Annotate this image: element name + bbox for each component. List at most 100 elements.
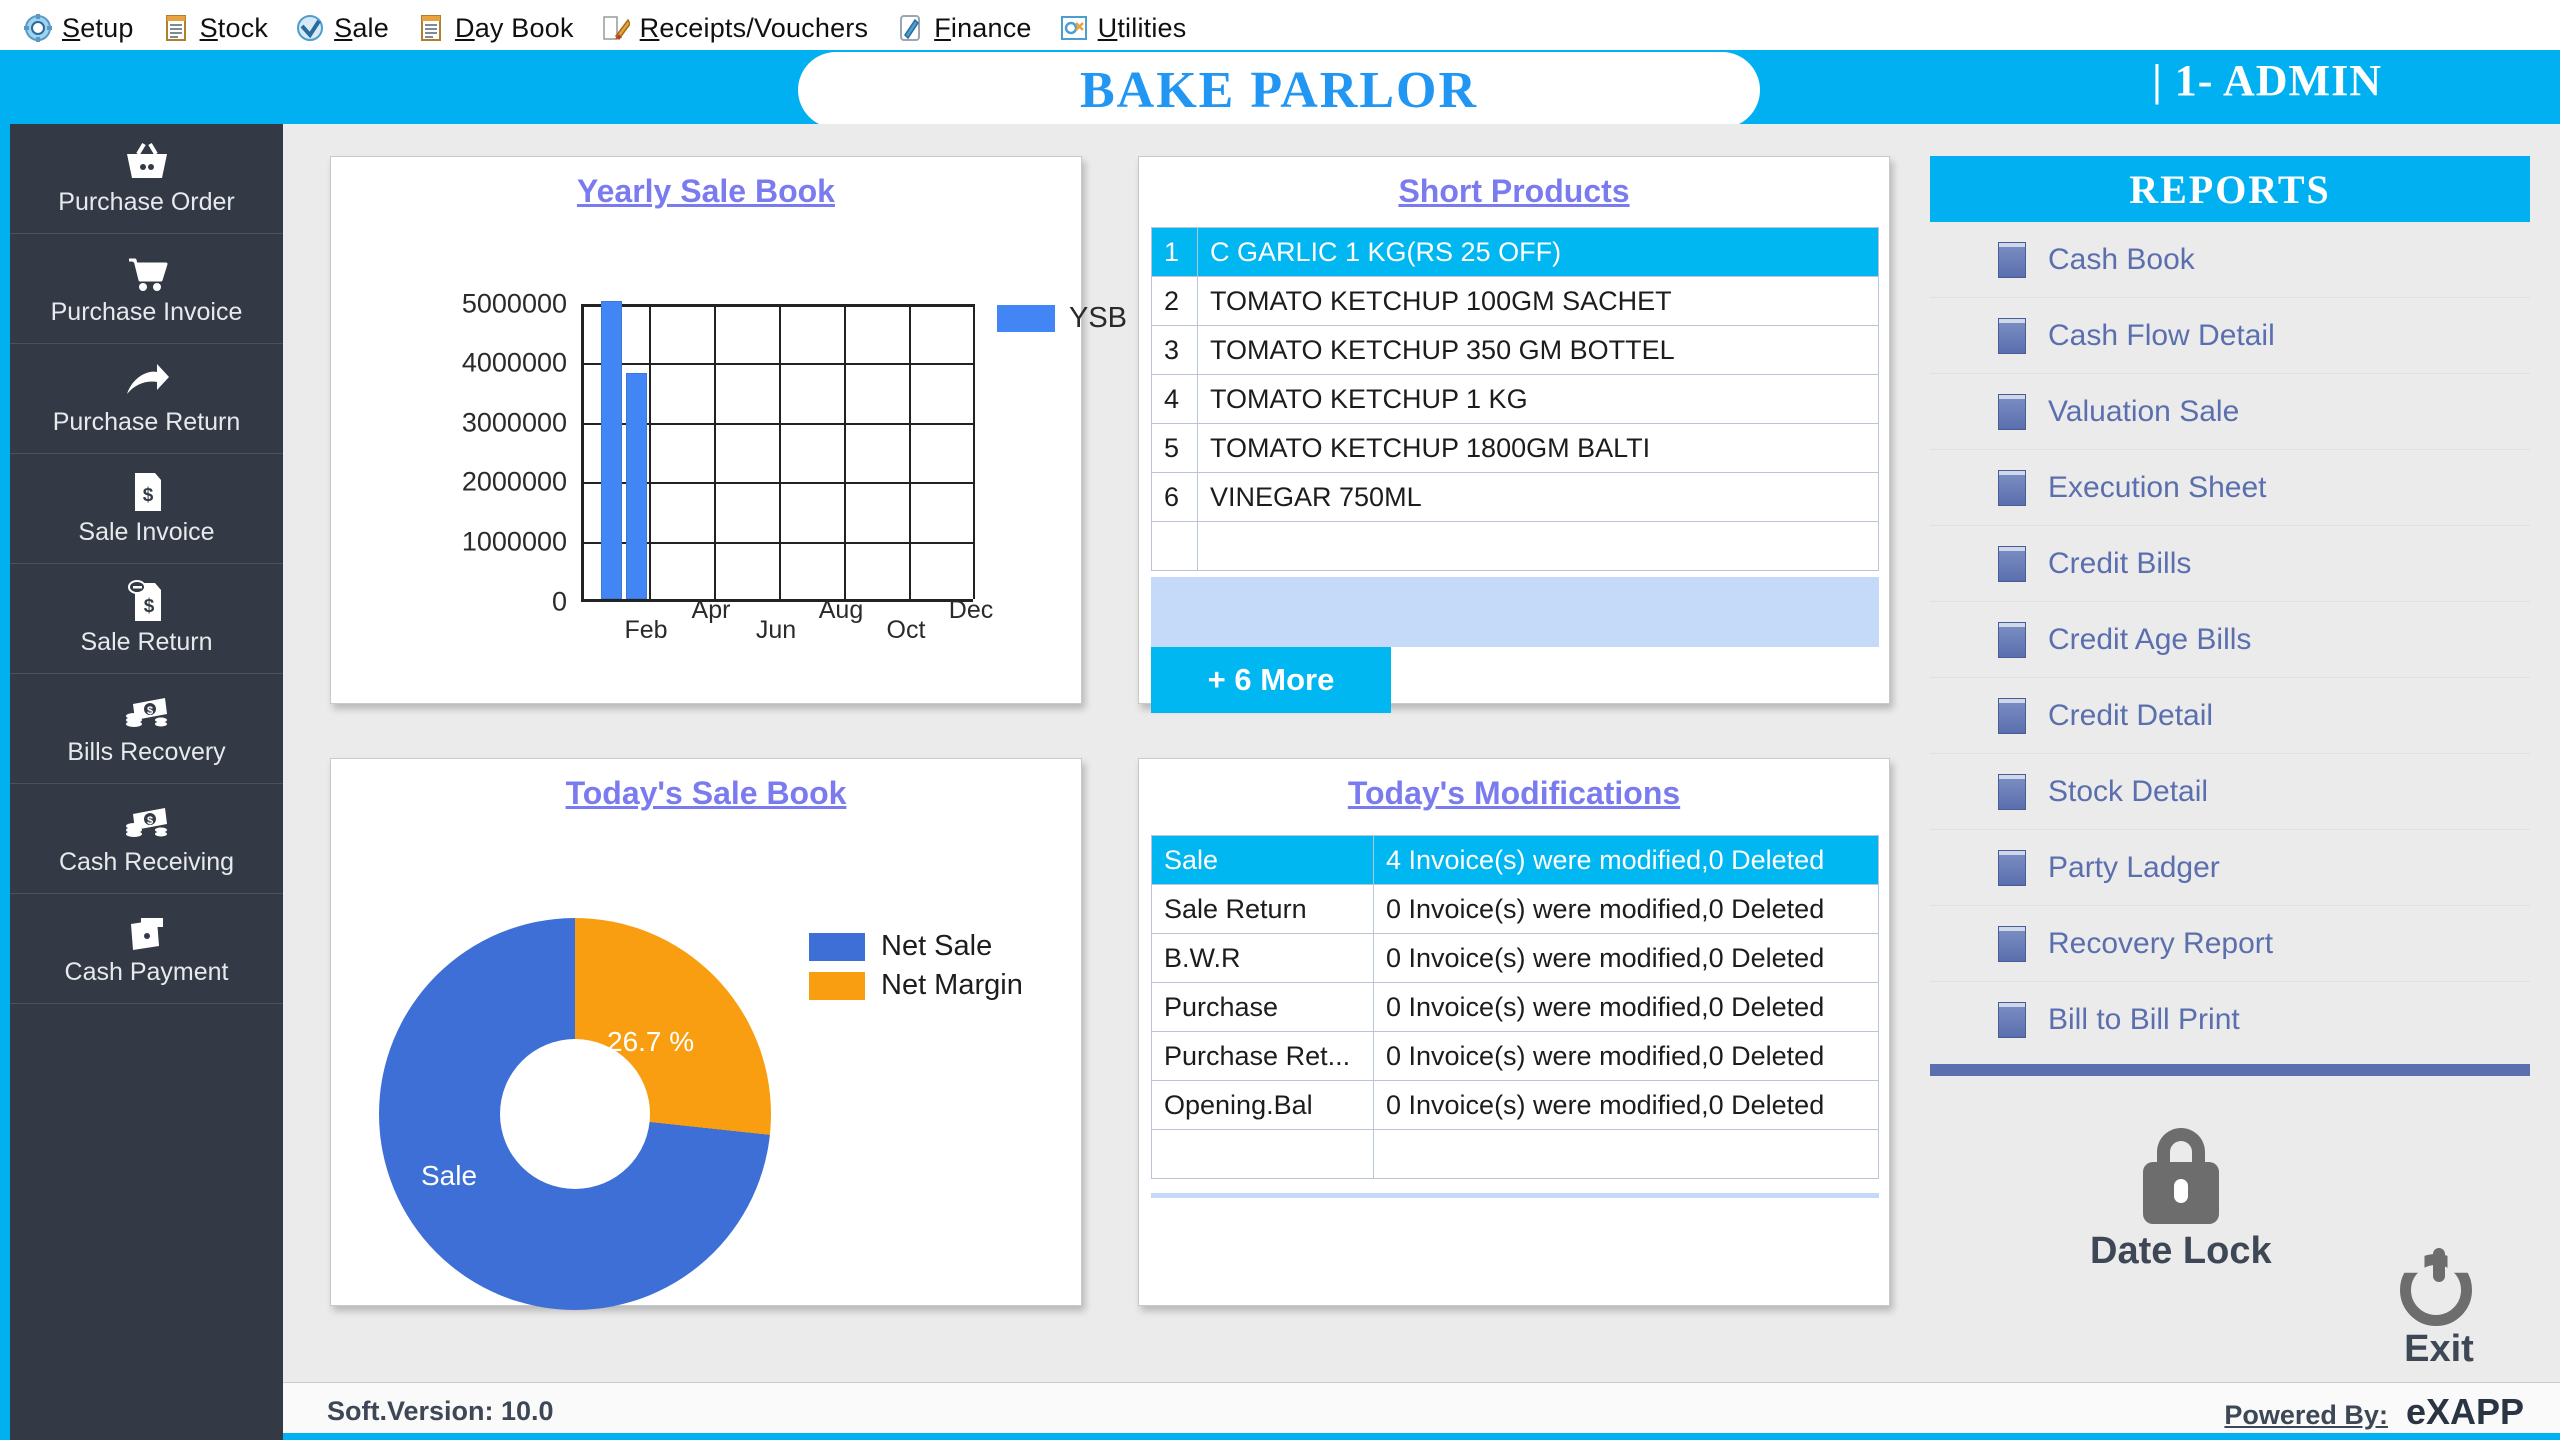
short-products-table: 1 C GARLIC 1 KG(RS 25 OFF) 2 TOMATO KETC… xyxy=(1151,227,1879,571)
menu-item-sale[interactable]: Sale xyxy=(290,6,411,50)
report-item-credit-age-bills[interactable]: Credit Age Bills xyxy=(1930,602,2530,678)
money-bills-icon: $ xyxy=(123,800,171,844)
legend-swatch-ysb xyxy=(997,305,1055,332)
table-row[interactable] xyxy=(1151,1129,1879,1179)
basket-icon xyxy=(123,140,171,184)
sidebar-item-purchase-invoice[interactable]: Purchase Invoice xyxy=(10,234,283,344)
date-lock-button[interactable]: Date Lock xyxy=(2090,1128,2272,1273)
sidebar-item-purchase-return[interactable]: Purchase Return xyxy=(10,344,283,454)
grid-line-v xyxy=(649,304,651,599)
exit-button[interactable]: Exit xyxy=(2400,1248,2478,1371)
sidebar-item-label: Purchase Invoice xyxy=(50,298,243,326)
sidebar-item-sale-return[interactable]: $ Sale Return xyxy=(10,564,283,674)
table-empty-fill xyxy=(1151,577,1879,647)
menu-item-label: Utilities xyxy=(1097,12,1187,43)
row-product-name: TOMATO KETCHUP 350 GM BOTTEL xyxy=(1197,325,1879,375)
daybook-list-icon xyxy=(417,14,445,42)
sidebar-item-sale-invoice[interactable]: $ Sale Invoice xyxy=(10,454,283,564)
report-item-credit-bills[interactable]: Credit Bills xyxy=(1930,526,2530,602)
show-more-button[interactable]: + 6 More xyxy=(1151,647,1391,713)
report-icon xyxy=(1998,697,2026,734)
table-row[interactable]: Opening.Bal 0 Invoice(s) were modified,0… xyxy=(1151,1080,1879,1130)
row-type: Sale xyxy=(1151,835,1374,885)
report-item-recovery-report[interactable]: Recovery Report xyxy=(1930,906,2530,982)
modifications-table: Sale 4 Invoice(s) were modified,0 Delete… xyxy=(1151,835,1879,1179)
plot-area xyxy=(581,301,975,602)
table-row[interactable]: Sale Return 0 Invoice(s) were modified,0… xyxy=(1151,884,1879,934)
report-item-cash-book[interactable]: Cash Book xyxy=(1930,222,2530,298)
menu-item-utilities[interactable]: Utilities xyxy=(1054,6,1209,50)
menu-item-setup[interactable]: Setup xyxy=(18,6,156,50)
row-type: B.W.R xyxy=(1151,933,1374,983)
panel-title: Today's Modifications xyxy=(1347,775,1681,811)
report-item-label: Credit Bills xyxy=(2048,546,2192,580)
sidebar-item-cash-payment[interactable]: Cash Payment xyxy=(10,894,283,1004)
table-row[interactable]: Purchase Ret... 0 Invoice(s) were modifi… xyxy=(1151,1031,1879,1081)
report-item-credit-detail[interactable]: Credit Detail xyxy=(1930,678,2530,754)
row-status: 0 Invoice(s) were modified,0 Deleted xyxy=(1373,982,1879,1032)
report-item-stock-detail[interactable]: Stock Detail xyxy=(1930,754,2530,830)
report-item-label: Bill to Bill Print xyxy=(2048,1003,2240,1036)
sidebar-item-bills-recovery[interactable]: $ Bills Recovery xyxy=(10,674,283,784)
lock-shackle xyxy=(2156,1128,2205,1172)
powered-by-group: Powered By: eXAPP xyxy=(2224,1391,2524,1433)
report-icon xyxy=(1998,469,2026,506)
table-row[interactable]: 1 C GARLIC 1 KG(RS 25 OFF) xyxy=(1151,227,1879,277)
app-title-pill: BAKE PARLOR xyxy=(798,52,1760,128)
row-index xyxy=(1151,521,1198,571)
sidebar-item-cash-receiving[interactable]: $ Cash Receiving xyxy=(10,784,283,894)
y-axis-ticks: 5000000 4000000 3000000 2000000 1000000 … xyxy=(331,210,577,680)
report-icon xyxy=(1998,1002,2026,1038)
grid-line-v xyxy=(909,304,911,599)
table-row[interactable] xyxy=(1151,521,1879,571)
panel-todays-sale-book: Today's Sale Book Sale 26.7 % Net Sale N… xyxy=(330,758,1083,1310)
x-tick: Dec xyxy=(948,596,994,624)
legend-swatch-net-margin xyxy=(809,971,865,1000)
sidebar-item-label: Sale Return xyxy=(80,628,213,656)
panel-title: Yearly Sale Book xyxy=(577,173,835,209)
report-item-party-ladger[interactable]: Party Ladger xyxy=(1930,830,2530,906)
sidebar-item-label: Cash Receiving xyxy=(58,848,235,876)
sidebar-item-purchase-order[interactable]: Purchase Order xyxy=(10,124,283,234)
table-row[interactable]: 4 TOMATO KETCHUP 1 KG xyxy=(1151,374,1879,424)
menu-item-stock[interactable]: Stock xyxy=(156,6,291,50)
table-row[interactable]: 2 TOMATO KETCHUP 100GM SACHET xyxy=(1151,276,1879,326)
menu-item-finance[interactable]: Finance xyxy=(890,6,1053,50)
table-row[interactable]: Purchase 0 Invoice(s) were modified,0 De… xyxy=(1151,982,1879,1032)
menu-item-day-book[interactable]: Day Book xyxy=(411,6,596,50)
utilities-icon xyxy=(1060,14,1088,42)
legend-label-net-sale: Net Sale xyxy=(881,930,993,962)
y-tick: 5000000 xyxy=(461,288,567,319)
table-row[interactable]: 3 TOMATO KETCHUP 350 GM BOTTEL xyxy=(1151,325,1879,375)
donut-legend: Net Sale Net Margin xyxy=(809,930,1023,1008)
exit-label: Exit xyxy=(2404,1328,2474,1370)
svg-text:$: $ xyxy=(146,815,152,827)
table-row[interactable]: Sale 4 Invoice(s) were modified,0 Delete… xyxy=(1151,835,1879,885)
row-status: 0 Invoice(s) were modified,0 Deleted xyxy=(1373,1031,1879,1081)
table-row[interactable]: 6 VINEGAR 750ML xyxy=(1151,472,1879,522)
donut-chart-todays-sale: Sale 26.7 % Net Sale Net Margin xyxy=(331,812,1083,1310)
reports-header: REPORTS xyxy=(1930,156,2530,222)
sidebar-item-label: Bills Recovery xyxy=(67,738,226,766)
powered-by-label: Powered By: xyxy=(2224,1399,2388,1430)
menu-item-receipts-vouchers[interactable]: Receipts/Vouchers xyxy=(596,6,891,50)
x-tick: Oct xyxy=(886,616,926,644)
report-item-execution-sheet[interactable]: Execution Sheet xyxy=(1930,450,2530,526)
report-icon xyxy=(1998,621,2026,658)
sidebar-item-label: Purchase Return xyxy=(52,408,241,436)
report-item-valuation-sale[interactable]: Valuation Sale xyxy=(1930,374,2530,450)
report-item-cash-flow-detail[interactable]: Cash Flow Detail xyxy=(1930,298,2530,374)
report-icon xyxy=(1998,545,2026,582)
table-row[interactable]: B.W.R 0 Invoice(s) were modified,0 Delet… xyxy=(1151,933,1879,983)
panel-todays-modifications: Today's Modifications Sale 4 Invoice(s) … xyxy=(1138,758,1890,1306)
report-item-bill-to-bill-print[interactable]: Bill to Bill Print xyxy=(1930,982,2530,1058)
table-row[interactable]: 5 TOMATO KETCHUP 1800GM BALTI xyxy=(1151,423,1879,473)
menu-bar: Setup Stock xyxy=(0,0,2560,56)
grid-line-h xyxy=(584,482,973,484)
row-status: 4 Invoice(s) were modified,0 Deleted xyxy=(1373,835,1879,885)
row-type: Sale Return xyxy=(1151,884,1374,934)
report-icon xyxy=(1998,773,2026,810)
row-status: 0 Invoice(s) were modified,0 Deleted xyxy=(1373,933,1879,983)
x-tick: Feb xyxy=(624,616,668,644)
grid-line-h xyxy=(584,423,973,425)
